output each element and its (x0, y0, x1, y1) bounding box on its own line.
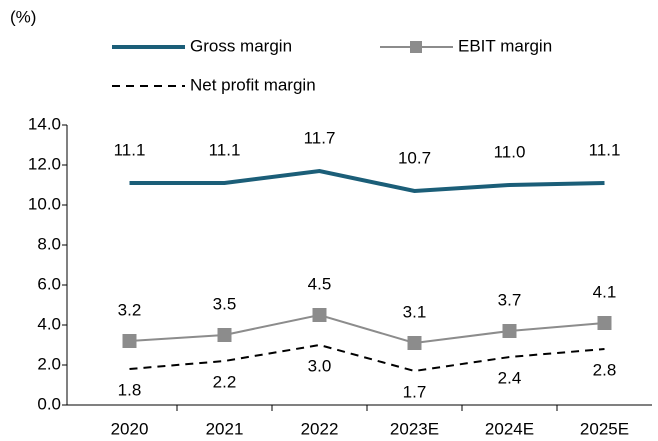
y-axis-label: (%) (10, 7, 36, 26)
marker (597, 316, 612, 330)
y-tick-label: 10.0 (28, 194, 61, 213)
data-label: 11.0 (494, 142, 526, 161)
data-label: 2.2 (213, 372, 237, 391)
data-label: 2.4 (498, 368, 522, 387)
marker (407, 336, 422, 350)
series-line (129, 168, 605, 194)
data-label: 1.8 (118, 380, 142, 399)
marker (312, 308, 327, 322)
x-tick-label: 2021 (206, 419, 244, 438)
data-label: 3.0 (308, 356, 332, 375)
x-tick-label: 2020 (111, 419, 149, 438)
y-tick-label: 6.0 (37, 274, 61, 293)
data-label: 11.7 (304, 128, 336, 147)
data-label: 3.1 (403, 302, 427, 321)
legend-label: EBIT margin (458, 36, 552, 55)
data-label: 1.7 (403, 382, 427, 401)
marker (502, 324, 517, 338)
data-label: 11.1 (114, 140, 146, 159)
y-tick-label: 4.0 (37, 314, 61, 333)
data-label: 3.7 (498, 290, 522, 309)
data-label: 11.1 (209, 140, 241, 159)
y-tick-label: 2.0 (37, 354, 61, 373)
marker (122, 334, 137, 348)
x-tick-label: 2023E (390, 419, 439, 438)
legend-label: Gross margin (190, 36, 292, 55)
data-label: 2.8 (593, 360, 617, 379)
data-label: 11.1 (589, 140, 621, 159)
x-tick-label: 2024E (485, 419, 534, 438)
series-line (129, 313, 605, 345)
x-tick-label: 2022 (301, 419, 339, 438)
y-tick-label: 8.0 (37, 234, 61, 253)
y-tick-label: 0.0 (37, 394, 61, 413)
data-label: 10.7 (398, 148, 431, 167)
legend-marker (410, 41, 422, 53)
legend-label: Net profit margin (190, 75, 316, 94)
data-label: 3.2 (118, 300, 142, 319)
y-tick-label: 14.0 (28, 114, 61, 133)
data-label: 4.1 (593, 282, 617, 301)
data-label: 3.5 (213, 294, 237, 313)
x-tick-label: 2025E (580, 419, 629, 438)
data-label: 4.5 (308, 274, 332, 293)
marker (217, 328, 232, 342)
y-tick-label: 12.0 (28, 154, 61, 173)
series-line (129, 343, 605, 373)
